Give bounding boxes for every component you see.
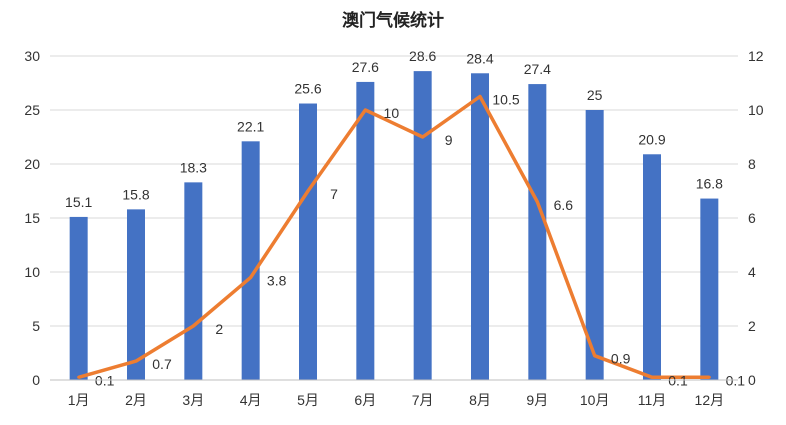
y-right-tick-label: 6 [748,210,756,226]
bar-data-label: 18.3 [180,159,207,175]
line-data-label: 10.5 [492,92,519,108]
line-data-label: 10 [384,105,400,121]
y-left-tick-label: 5 [32,318,40,334]
bar [299,103,317,381]
bar [528,84,547,380]
x-tick-label: 6月 [354,392,376,408]
bar-data-label: 27.6 [352,59,379,75]
x-tick-label: 5月 [297,392,319,408]
bar [356,81,375,381]
bar [127,209,145,380]
bar-data-label: 20.9 [638,131,665,147]
line-data-label: 0.9 [611,351,631,367]
y-left-tick-label: 15 [24,210,40,226]
line-point [421,135,425,139]
line-data-label: 0.7 [152,356,172,372]
line-point [363,108,367,112]
bar-data-label: 28.4 [466,50,493,66]
line-data-label: 7 [330,186,338,202]
x-tick-label: 3月 [182,392,204,408]
y-right-tick-label: 4 [748,264,756,280]
x-tick-label: 8月 [469,392,491,408]
y-right-tick-label: 12 [748,48,764,64]
bar-data-label: 25 [587,87,603,103]
line-point [707,375,711,379]
y-left-tick-label: 25 [24,102,40,118]
y-right-tick-label: 2 [748,318,756,334]
chart-title: 澳门气候统计 [342,11,444,31]
bar [69,216,88,380]
bar [471,73,489,380]
bar-data-label: 15.8 [122,186,149,202]
x-tick-label: 2月 [125,392,147,408]
x-tick-label: 4月 [240,392,262,408]
line-point [535,200,539,204]
line-point [650,375,654,379]
bar [184,182,203,380]
y-left-tick-label: 0 [32,372,40,388]
line-point [77,375,81,379]
line-data-label: 3.8 [267,272,287,288]
bar [413,71,432,381]
bar [643,154,661,380]
bar-data-label: 22.1 [237,118,264,134]
line-point [134,359,138,363]
x-tick-label: 12月 [695,392,725,408]
line-point [478,95,482,98]
bar [241,141,260,380]
line-series [78,94,710,380]
x-tick-label: 1月 [68,392,90,408]
y-left-tick-label: 10 [24,264,40,280]
line-point [249,275,253,279]
bar [700,198,719,380]
bar-data-label: 25.6 [294,81,321,97]
bar-data-label: 28.6 [409,48,436,64]
line-data-label: 9 [445,132,453,148]
x-tick-label: 11月 [638,392,667,408]
y-right-tick-label: 8 [748,156,756,172]
bar-data-label: 27.4 [524,61,551,77]
line-point [306,189,310,193]
y-right-tick-label: 0 [748,372,756,388]
line-point [593,354,597,358]
line-data-label: 2 [215,321,223,337]
bar [585,110,604,380]
bar-data-label: 15.1 [65,194,92,210]
x-tick-label: 9月 [526,392,548,408]
x-tick-label: 7月 [412,392,434,408]
bar-data-label: 16.8 [696,176,723,192]
line-data-label: 6.6 [554,197,574,213]
line-point [191,324,195,328]
y-right-tick-label: 10 [748,102,764,118]
x-tick-label: 10月 [580,392,610,408]
y-left-tick-label: 20 [24,156,40,172]
y-left-tick-label: 30 [24,48,40,64]
